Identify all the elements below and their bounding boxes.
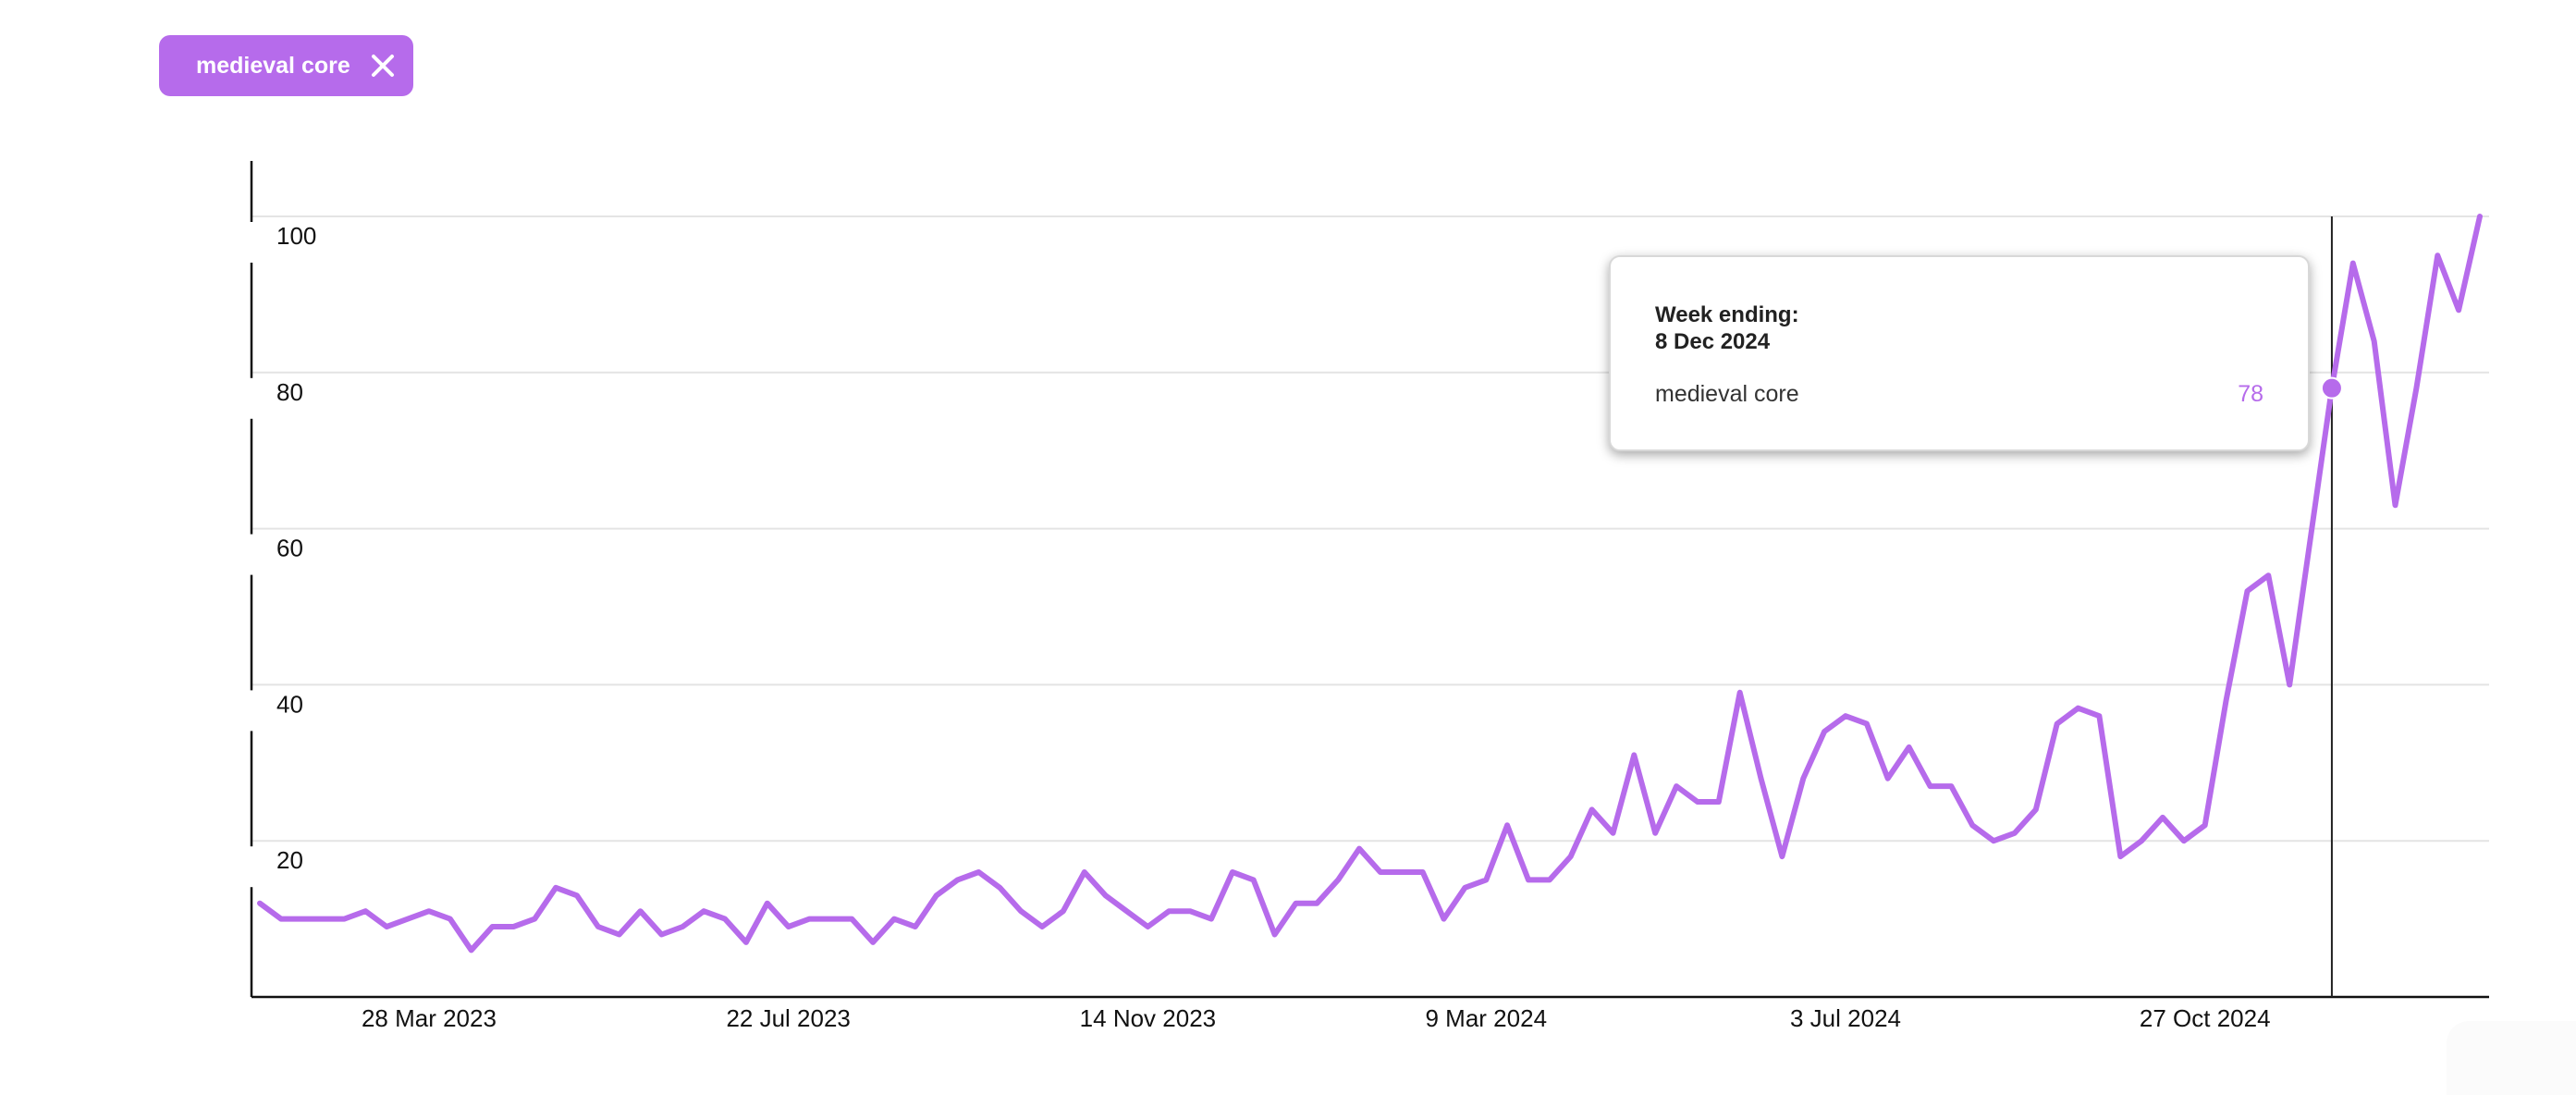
x-tick-label-5: 27 Oct 2024	[2140, 1004, 2271, 1032]
y-tick-label-80: 80	[276, 378, 303, 406]
y-tick-label-40: 40	[276, 690, 303, 718]
y-tick-label-60: 60	[276, 535, 303, 562]
tooltip: Week ending: 8 Dec 2024 medieval core 78	[1609, 255, 2310, 451]
x-tick-label-4: 3 Jul 2024	[1790, 1004, 1901, 1032]
filter-chip-medieval-core[interactable]: medieval core	[159, 35, 413, 96]
close-icon[interactable]	[369, 52, 397, 80]
x-tick-label-0: 28 Mar 2023	[362, 1004, 497, 1032]
tooltip-series-label: medieval core	[1655, 381, 1799, 407]
x-axis-ticks: 28 Mar 2023 22 Jul 2023 14 Nov 2023 9 Mar 2…	[362, 1004, 2271, 1032]
tooltip-value: 78	[2238, 381, 2263, 407]
corner-overlay	[2447, 1021, 2576, 1095]
x-tick-label-3: 9 Mar 2024	[1426, 1004, 1548, 1032]
filter-chip-label: medieval core	[196, 52, 350, 79]
series-layer	[257, 214, 2483, 954]
tooltip-row: medieval core 78	[1655, 381, 2263, 408]
axis-break-60	[249, 534, 255, 575]
y-tick-label-100: 100	[276, 222, 316, 250]
axis-break-80	[249, 377, 255, 419]
axes	[249, 161, 2489, 999]
y-tick-label-20: 20	[276, 846, 303, 874]
x-tick-label-1: 22 Jul 2023	[726, 1004, 850, 1032]
y-axis-ticks: 20 40 60 80 100	[250, 222, 316, 893]
axis-break-20	[249, 846, 255, 888]
axis-break-100	[249, 222, 255, 263]
series-line-medieval-core	[257, 214, 2483, 954]
axis-break-40	[249, 690, 255, 732]
tooltip-heading: Week ending:	[1655, 302, 1799, 327]
x-tick-label-2: 14 Nov 2023	[1080, 1004, 1216, 1032]
point-layer	[2320, 376, 2343, 400]
highlight-point	[2320, 376, 2343, 400]
tooltip-date: 8 Dec 2024	[1655, 329, 1771, 354]
